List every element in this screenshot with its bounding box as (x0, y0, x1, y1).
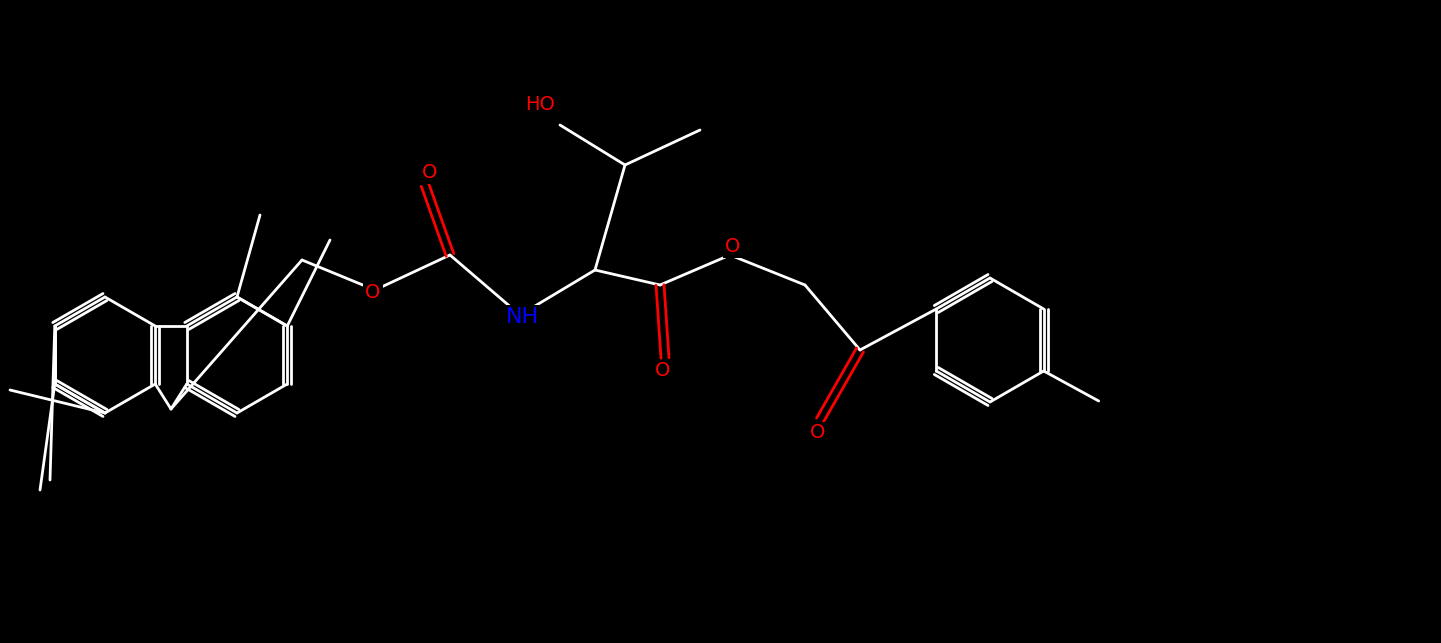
Text: O: O (366, 284, 380, 302)
Text: O: O (725, 237, 741, 257)
Text: O: O (656, 361, 670, 381)
Text: O: O (810, 424, 826, 442)
Text: HO: HO (525, 96, 555, 114)
Text: NH: NH (506, 307, 539, 327)
Text: O: O (422, 163, 438, 183)
